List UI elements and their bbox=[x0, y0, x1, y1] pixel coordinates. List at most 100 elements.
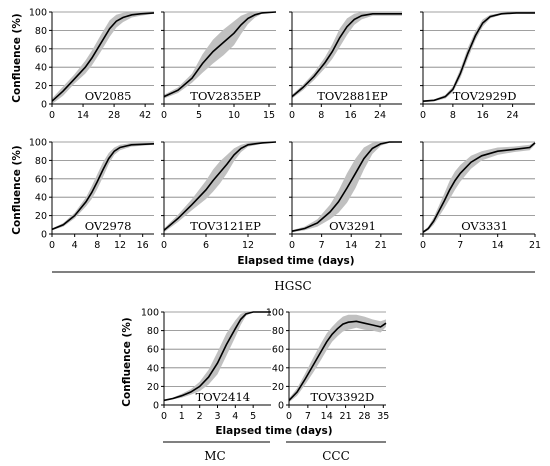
y-tick-label: 80 bbox=[147, 326, 159, 337]
ylabel-row1: Confluence (%) bbox=[11, 13, 23, 102]
panel-title: TOV3392D bbox=[310, 390, 374, 404]
y-tick-label: 60 bbox=[147, 345, 159, 356]
x-tick-label: 35 bbox=[377, 411, 389, 422]
x-tick-label: 0 bbox=[49, 240, 55, 251]
group-label-hgsc: HGSC bbox=[274, 279, 311, 293]
y-tick-label: 0 bbox=[278, 401, 284, 412]
x-tick-label: 28 bbox=[108, 110, 120, 121]
xlabel-top: Elapsed time (days) bbox=[237, 255, 354, 267]
x-tick-label: 4 bbox=[232, 411, 238, 422]
series-mean-line bbox=[422, 142, 536, 233]
x-tick-label: 21 bbox=[340, 411, 352, 422]
x-tick-label: 2 bbox=[197, 411, 203, 422]
series-band bbox=[52, 12, 154, 104]
series-mean-line bbox=[163, 141, 277, 231]
y-tick-label: 100 bbox=[141, 308, 159, 319]
x-tick-label: 24 bbox=[507, 110, 519, 121]
x-tick-label: 5 bbox=[196, 110, 202, 121]
panel-title: TOV2835EP bbox=[190, 89, 261, 103]
series-mean-line bbox=[51, 143, 155, 231]
y-tick-label: 0 bbox=[153, 401, 159, 412]
panel-3: 0 8 16 24 TOV2881EP bbox=[289, 11, 402, 121]
y-tick-label: 20 bbox=[272, 382, 284, 393]
x-tick-label: 16 bbox=[137, 240, 149, 251]
y-tick-label: 40 bbox=[147, 363, 159, 374]
y-tick-label: 40 bbox=[35, 193, 47, 204]
panel-title: TOV2414 bbox=[196, 390, 250, 404]
x-tick-label: 14 bbox=[492, 240, 504, 251]
x-tick-label: 3 bbox=[214, 411, 220, 422]
panel-title: OV3291 bbox=[329, 219, 376, 233]
x-tick-label: 14 bbox=[77, 110, 89, 121]
x-tick-label: 8 bbox=[450, 110, 456, 121]
series-mean-line bbox=[291, 141, 402, 232]
x-tick-label: 14 bbox=[321, 411, 333, 422]
series-band bbox=[423, 142, 535, 234]
x-tick-label: 10 bbox=[228, 110, 240, 121]
x-tick-label: 0 bbox=[161, 411, 167, 422]
y-tick-label: 40 bbox=[35, 63, 47, 74]
series-mean-line bbox=[291, 13, 402, 98]
x-tick-label: 4 bbox=[72, 240, 78, 251]
x-tick-label: 0 bbox=[49, 110, 55, 121]
series-mean-line bbox=[163, 311, 271, 402]
series-mean-line bbox=[288, 320, 387, 401]
y-tick-label: 0 bbox=[41, 230, 47, 241]
x-tick-label: 1 bbox=[179, 411, 185, 422]
series-band bbox=[164, 142, 276, 233]
x-tick-label: 12 bbox=[114, 240, 126, 251]
x-tick-label: 6 bbox=[203, 240, 209, 251]
x-tick-label: 16 bbox=[345, 110, 357, 121]
y-tick-label: 80 bbox=[35, 26, 47, 37]
x-tick-label: 28 bbox=[358, 411, 370, 422]
x-tick-label: 15 bbox=[263, 110, 275, 121]
panel-title: TOV2881EP bbox=[317, 89, 388, 103]
x-tick-label: 24 bbox=[374, 110, 386, 121]
x-tick-label: 42 bbox=[139, 110, 151, 121]
y-tick-label: 0 bbox=[41, 100, 47, 111]
y-tick-label: 80 bbox=[35, 156, 47, 167]
series-band bbox=[289, 314, 386, 403]
panel-7: 0 7 14 21 OV3291 bbox=[289, 141, 402, 251]
y-tick-label: 60 bbox=[35, 44, 47, 55]
series-mean-line bbox=[163, 11, 277, 98]
y-tick-label: 100 bbox=[29, 138, 47, 149]
series-mean-line bbox=[51, 12, 155, 102]
panel-6: 0 6 12 TOV3121EP bbox=[161, 141, 277, 251]
series-band bbox=[164, 312, 271, 402]
x-tick-label: 0 bbox=[289, 240, 295, 251]
x-tick-label: 21 bbox=[529, 240, 541, 251]
series-mean-line bbox=[422, 12, 535, 102]
x-tick-label: 0 bbox=[420, 240, 426, 251]
ylabel-row2: Confluence (%) bbox=[11, 145, 23, 234]
x-tick-label: 0 bbox=[161, 110, 167, 121]
group-label-ccc: CCC bbox=[322, 449, 350, 463]
panel-title: OV3331 bbox=[461, 219, 508, 233]
x-tick-label: 16 bbox=[477, 110, 489, 121]
x-tick-label: 8 bbox=[94, 240, 100, 251]
y-tick-label: 100 bbox=[29, 8, 47, 19]
y-tick-label: 20 bbox=[35, 211, 47, 222]
x-tick-label: 7 bbox=[305, 411, 311, 422]
y-tick-label: 20 bbox=[147, 382, 159, 393]
xlabel-bottom: Elapsed time (days) bbox=[215, 425, 332, 437]
y-tick-label: 40 bbox=[272, 363, 284, 374]
panel-title: OV2085 bbox=[85, 89, 132, 103]
x-tick-label: 14 bbox=[345, 240, 357, 251]
panel-4: 0 8 16 24 TOV2929D bbox=[420, 11, 535, 121]
x-tick-label: 0 bbox=[289, 110, 295, 121]
x-tick-label: 0 bbox=[420, 110, 426, 121]
panel-5: 0 20 40 60 80 100 0 4 8 12 16 OV2978 bbox=[29, 138, 155, 251]
y-tick-label: 80 bbox=[272, 326, 284, 337]
x-tick-label: 7 bbox=[319, 240, 325, 251]
x-tick-label: 5 bbox=[250, 411, 256, 422]
x-tick-label: 7 bbox=[457, 240, 463, 251]
series-band bbox=[52, 142, 154, 231]
panel-1: 0 20 40 60 80 100 0 14 28 42 OV2085 bbox=[29, 8, 155, 121]
x-tick-label: 12 bbox=[242, 240, 254, 251]
series-band bbox=[292, 12, 402, 99]
